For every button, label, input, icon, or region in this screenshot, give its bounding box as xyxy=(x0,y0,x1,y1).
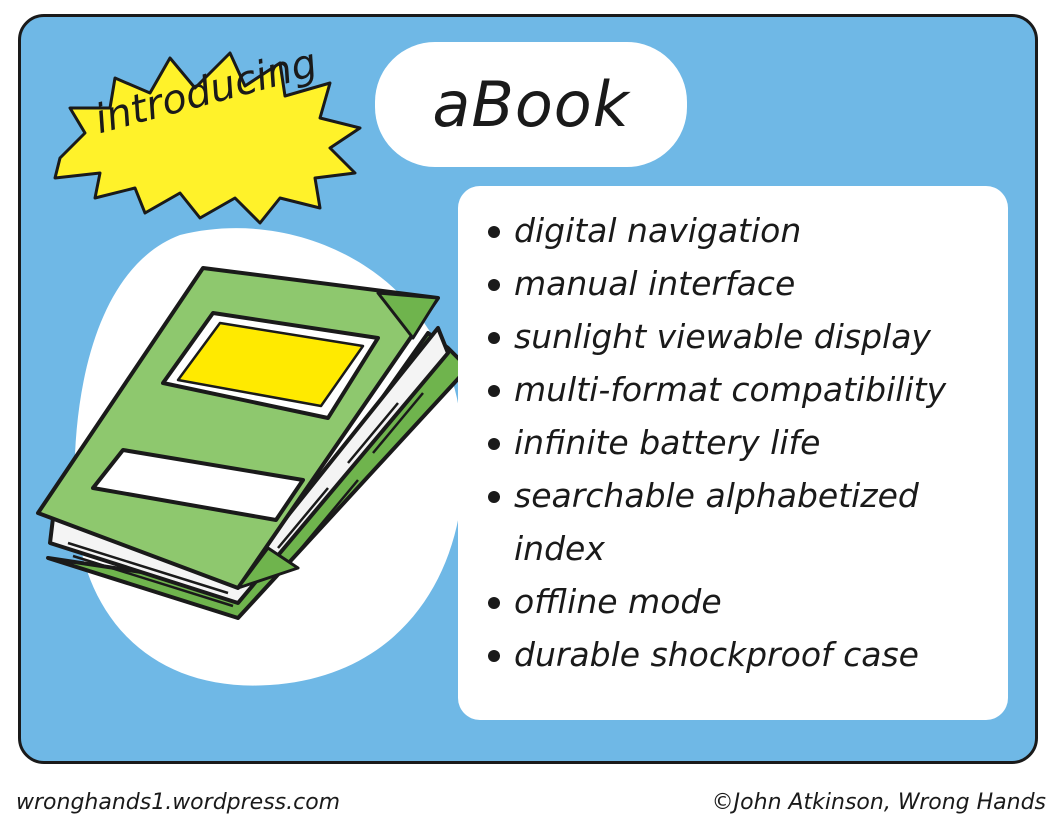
copyright-credit: ©John Atkinson, Wrong Hands xyxy=(711,790,1046,815)
bullet-icon xyxy=(488,650,500,662)
bullet-icon xyxy=(488,385,500,397)
feature-item: manual interface xyxy=(484,257,1004,310)
website-credit: wronghands1.wordpress.com xyxy=(16,790,341,815)
feature-item: durable shockproof case xyxy=(484,628,1004,681)
title-bubble: aBook xyxy=(375,42,687,167)
book-illustration xyxy=(36,266,470,620)
feature-item: searchable alphabetized index xyxy=(484,469,1004,575)
bullet-icon xyxy=(488,438,500,450)
bullet-icon xyxy=(488,279,500,291)
feature-item: digital navigation xyxy=(484,204,1004,257)
features-card xyxy=(458,186,1008,720)
feature-item: sunlight viewable display xyxy=(484,310,1004,363)
feature-list: digital navigation manual interface sunl… xyxy=(484,204,1004,681)
starburst-badge xyxy=(53,51,362,225)
feature-item: multi-format compatibility xyxy=(484,363,1004,416)
comic-title: aBook xyxy=(432,68,630,141)
bullet-icon xyxy=(488,597,500,609)
bullet-icon xyxy=(488,226,500,238)
feature-item: infinite battery life xyxy=(484,416,1004,469)
bullet-icon xyxy=(488,491,500,503)
bullet-icon xyxy=(488,332,500,344)
feature-item: offline mode xyxy=(484,575,1004,628)
